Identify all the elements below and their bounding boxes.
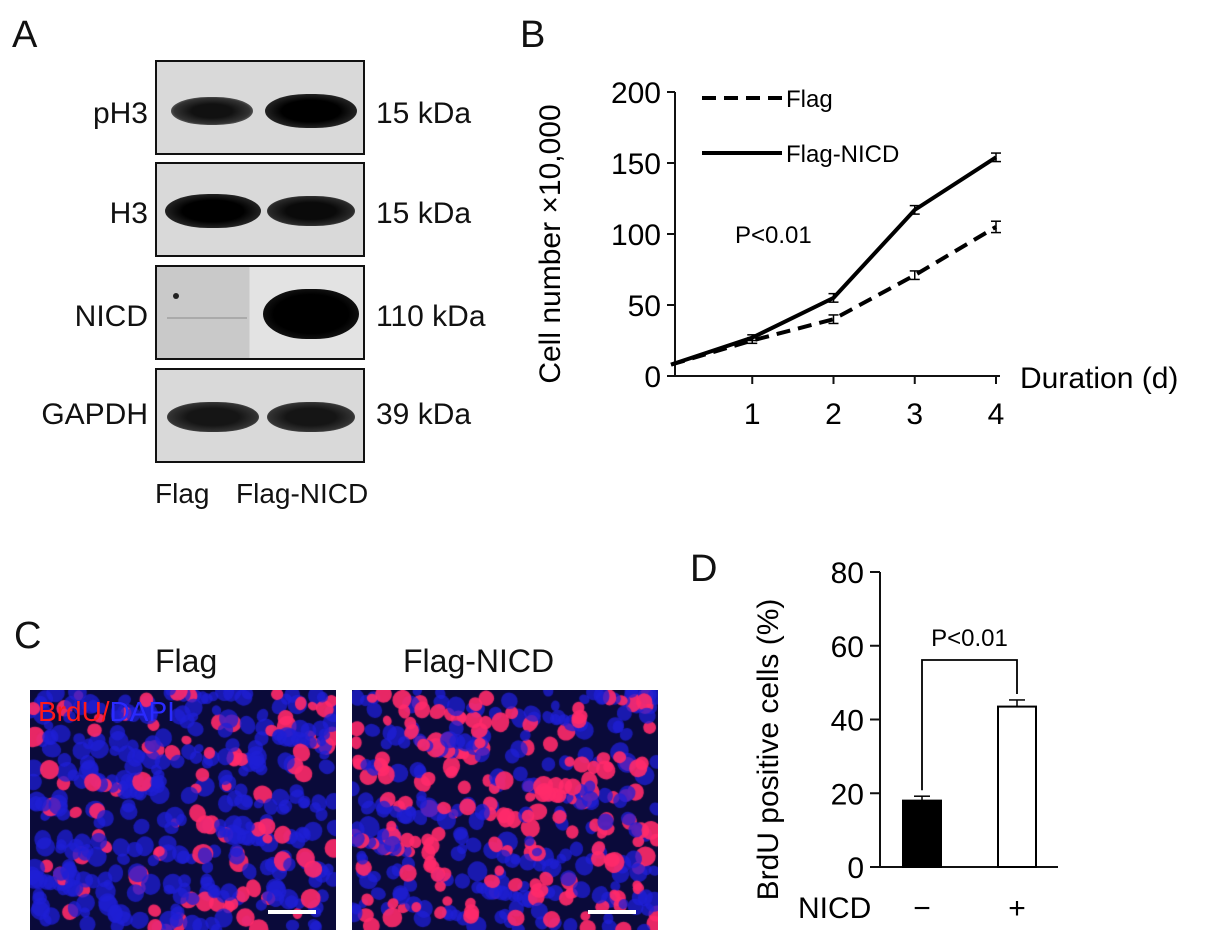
legend-label: Flag	[786, 86, 833, 113]
legend-label: Flag-NICD	[786, 141, 899, 168]
x-axis-label: NICD	[798, 892, 871, 925]
x-tick-label: 3	[906, 398, 923, 431]
blot-size-label: 110 kDa	[376, 300, 486, 333]
x-axis-label: Duration (d)	[1020, 362, 1178, 395]
blot-row-label: H3	[109, 197, 148, 230]
brdu-bar-chart: 0 20 40 60 80 BrdU positive cells (%) − + P<0.01…	[752, 560, 1058, 925]
micrograph-title-right: Flag-NICD	[403, 643, 555, 679]
blot-image-gapdh	[155, 368, 365, 463]
panel-letter-d: D	[690, 548, 718, 590]
bar	[997, 705, 1037, 868]
scale-bar	[588, 910, 636, 914]
lane-label: Flag-NICD	[236, 478, 369, 509]
stain-label: BrdU/DAPI	[38, 696, 175, 728]
y-tick-label: 0	[847, 852, 864, 885]
panel-letter-a: A	[12, 14, 38, 56]
y-tick-label: 60	[831, 631, 864, 664]
y-tick-label: 0	[644, 361, 661, 394]
x-category-label: −	[913, 892, 931, 925]
significance-bracket	[921, 659, 1018, 791]
micrograph-flag-nicd	[352, 690, 658, 930]
micrograph-title-left: Flag	[155, 643, 218, 679]
blot-image-nicd	[155, 265, 365, 360]
growth-curve-chart: 0 50 100 150 200 1 2 3 4 Cell number ×10,000 Durat…	[534, 77, 1178, 431]
blot-row-label: GAPDH	[41, 398, 148, 431]
y-tick-label: 100	[611, 219, 661, 252]
bar	[902, 799, 942, 868]
p-value-annotation: P<0.01	[735, 222, 812, 249]
y-tick-label: 20	[831, 778, 864, 811]
blot-row-label: NICD	[74, 300, 148, 333]
blot-image-h3	[155, 162, 365, 257]
x-tick-label: 2	[825, 398, 842, 431]
panel-letter-b: B	[520, 14, 546, 56]
series-line	[670, 155, 998, 367]
y-axis-label: Cell number ×10,000	[534, 104, 567, 383]
y-tick-label: 50	[628, 290, 661, 323]
x-category-label: +	[1008, 892, 1026, 925]
stain-label-dapi: DAPI	[109, 696, 175, 727]
x-tick-label: 1	[744, 398, 761, 431]
x-tick-label: 4	[988, 398, 1005, 431]
scale-bar	[268, 910, 316, 914]
p-value-annotation: P<0.01	[931, 625, 1008, 652]
blot-row-label: pH3	[92, 97, 148, 130]
blot-size-label: 15 kDa	[376, 97, 472, 130]
panel-letter-c: C	[14, 615, 42, 657]
blot-size-label: 39 kDa	[376, 398, 472, 431]
micrograph-flag: BrdU/DAPI	[30, 690, 336, 930]
y-tick-label: 150	[611, 148, 661, 181]
blot-image-ph3	[155, 60, 365, 155]
y-tick-label: 40	[831, 705, 864, 738]
lane-label: Flag	[155, 478, 210, 509]
blot-size-label: 15 kDa	[376, 197, 472, 230]
y-tick-label: 80	[831, 560, 864, 590]
y-tick-label: 200	[611, 77, 661, 110]
y-axis-label: BrdU positive cells (%)	[752, 599, 785, 901]
stain-label-brdu: BrdU/	[38, 696, 110, 727]
